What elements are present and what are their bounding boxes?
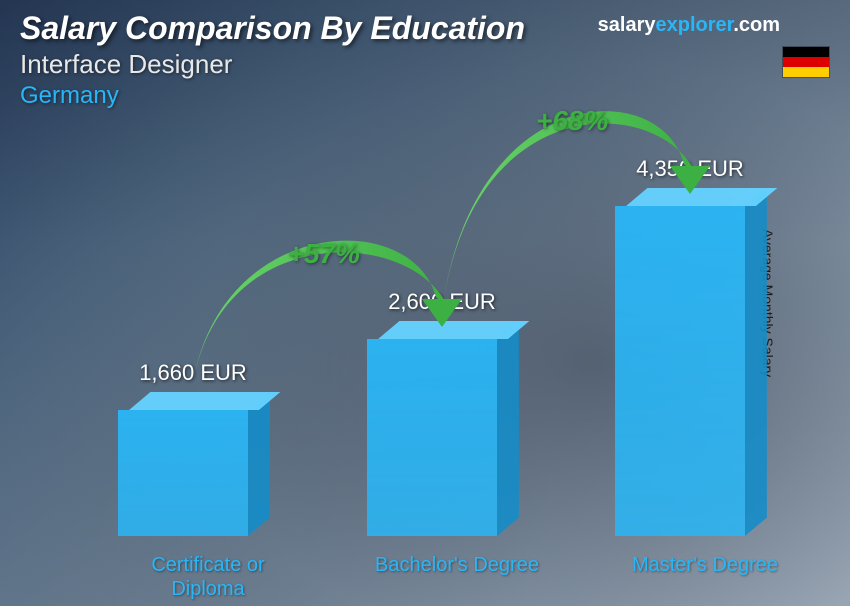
- arc-body: [442, 111, 696, 311]
- increase-arc-1: [60, 130, 820, 550]
- arrowhead-icon: [670, 166, 710, 194]
- country-label: Germany: [20, 82, 830, 110]
- brand-part-2: explorer: [655, 14, 733, 36]
- bar-category-label: Bachelor's Degree: [367, 553, 547, 577]
- brand-part-1: salary: [598, 14, 656, 36]
- x-axis-labels: Certificate or DiplomaBachelor's DegreeM…: [60, 541, 790, 596]
- flag-stripe-2: [783, 57, 829, 67]
- brand-logo: salaryexplorer.com: [598, 14, 780, 37]
- bar-chart: 1,660 EUR2,600 EUR4,350 EUR+57%+68%: [60, 130, 790, 536]
- bar-category-label: Master's Degree: [615, 553, 795, 577]
- increase-percent-label: +68%: [536, 105, 608, 137]
- page-subtitle: Interface Designer: [20, 49, 830, 80]
- brand-part-3: .com: [733, 14, 780, 36]
- bar-category-label: Certificate or Diploma: [118, 553, 298, 601]
- flag-stripe-3: [783, 67, 829, 77]
- flag-stripe-1: [783, 47, 829, 57]
- country-flag-icon: [782, 46, 830, 78]
